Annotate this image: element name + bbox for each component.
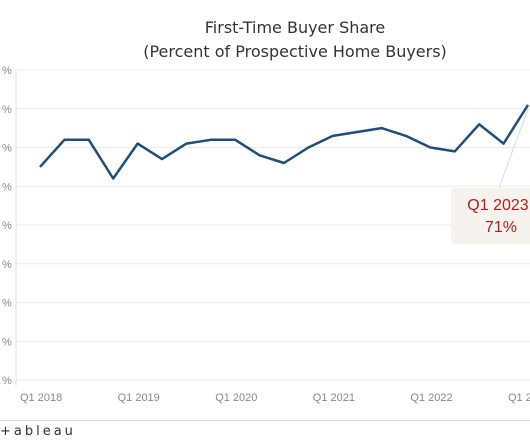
x-axis-ticks: Q1 2018 Q1 2019 Q1 2020 Q1 2021 Q1 2022 Q1 20…	[20, 392, 530, 404]
y-tick-label: %	[2, 336, 12, 348]
annotation-value: 71%	[484, 219, 518, 236]
callout-leader-line	[498, 108, 529, 189]
x-tick-label: Q1 2023	[508, 392, 530, 404]
x-tick-label: Q1 2019	[118, 392, 160, 404]
x-tick-label: Q1 2022	[410, 392, 452, 404]
chart-subtitle: (Percent of Prospective Home Buyers)	[143, 42, 447, 61]
y-tick-label: %	[2, 143, 12, 155]
x-tick-label: Q1 2021	[313, 392, 355, 404]
annotation-period: Q1 2023	[467, 197, 529, 214]
y-tick-label: %	[2, 259, 12, 271]
y-tick-label: %	[2, 65, 12, 77]
y-axis-ticks: %%%%%%%%%	[2, 65, 12, 387]
y-tick-label: %	[2, 104, 12, 116]
x-tick-label: Q1 2020	[215, 392, 257, 404]
chart-title: First-Time Buyer Share	[204, 18, 386, 37]
tableau-logo[interactable]: +ableau	[0, 424, 76, 439]
y-tick-label: %	[2, 375, 12, 387]
y-tick-label: %	[2, 220, 12, 232]
y-tick-label: %	[2, 298, 12, 310]
line-chart: %%%%%%%%% Q1 2018 Q1 2019 Q1 2020 Q1 2021 Q1…	[2, 65, 530, 404]
annotation-callout	[451, 188, 530, 244]
gridlines	[15, 69, 530, 386]
x-tick-label: Q1 2018	[20, 392, 62, 404]
series-line	[39, 104, 530, 180]
footer-bar	[0, 420, 530, 444]
y-tick-label: %	[2, 181, 12, 193]
